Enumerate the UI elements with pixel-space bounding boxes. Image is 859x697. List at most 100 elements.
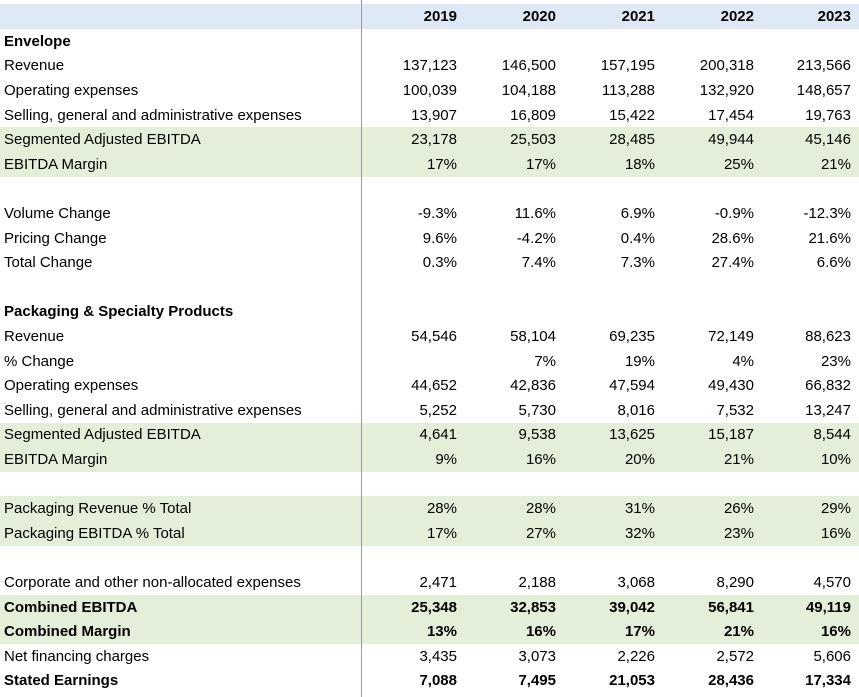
value-cell-2023: 16% [820, 623, 851, 641]
value-cell-2020: -4.2% [516, 229, 556, 247]
year-header-2020: 2020 [522, 7, 556, 25]
value-cell-2023: 10% [820, 450, 851, 468]
value-cell-2021 [565, 177, 655, 202]
value-cell-2019: 137,123 [402, 57, 457, 75]
value-cell-2022: 17,454 [708, 106, 754, 124]
table-row: Net financing charges 3,435 3,073 2,226 2,57… [0, 644, 859, 669]
value-cell-2022 [664, 546, 754, 571]
value-cell-2022 [664, 29, 754, 54]
value-cell-2021: 0.4% [620, 229, 655, 247]
value-cell-2020: 58,104 [510, 327, 556, 345]
value-cell-2023: 29% [820, 500, 851, 518]
value-cell-2019: 13% [426, 623, 457, 641]
value-cell-2023: 49,119 [805, 598, 851, 616]
table-row: Revenue 54,546 58,104 69,235 72,149 88,623 [0, 324, 859, 349]
value-cell-2019 [367, 275, 457, 300]
row-label: Packaging & Specialty Products [4, 303, 234, 321]
value-cell-2019: 9% [435, 450, 457, 468]
value-cell-2023: -12.3% [803, 204, 851, 222]
value-cell-2022 [664, 177, 754, 202]
value-cell-2021: 69,235 [609, 327, 655, 345]
value-cell-2022: 56,841 [708, 598, 754, 616]
value-cell-2022: 8,290 [716, 573, 754, 591]
row-label: Revenue [4, 327, 65, 345]
spacer-row [0, 275, 859, 300]
row-label: Total Change [4, 254, 93, 272]
value-cell-2020: 16,809 [510, 106, 556, 124]
value-cell-2020: 32,853 [510, 598, 556, 616]
value-cell-2021 [565, 546, 655, 571]
value-cell-2022: 21% [723, 623, 754, 641]
value-cell-2020: 25,503 [510, 131, 556, 149]
value-cell-2023: 19,763 [805, 106, 851, 124]
row-label: Stated Earnings [4, 672, 119, 690]
year-header-2022: 2022 [720, 7, 754, 25]
year-header-2021: 2021 [621, 7, 655, 25]
value-cell-2019: 54,546 [411, 327, 457, 345]
value-cell-2022: 21% [723, 450, 754, 468]
value-cell-2020: 27% [525, 524, 556, 542]
value-cell-2022: 4% [732, 352, 754, 370]
value-cell-2019 [367, 29, 457, 54]
table-row: Selling, general and administrative expe… [0, 103, 859, 128]
value-cell-2019: -9.3% [417, 204, 457, 222]
value-cell-2019 [367, 300, 457, 325]
value-cell-2019: 2,471 [419, 573, 457, 591]
row-label: Revenue [4, 57, 65, 75]
value-cell-2023: 4,570 [813, 573, 851, 591]
table-row: Segmented Adjusted EBITDA 4,641 9,538 13,62… [0, 422, 859, 448]
value-cell-2023 [761, 546, 851, 571]
value-cell-2020: 42,836 [510, 377, 556, 395]
table-row: Combined EBITDA 25,348 32,853 39,042 56,841 4… [0, 594, 859, 620]
value-cell-2019: 100,039 [402, 81, 457, 99]
value-cell-2022: 28,436 [708, 672, 754, 690]
value-cell-2023 [761, 472, 851, 497]
value-cell-2020 [466, 275, 556, 300]
row-label: EBITDA Margin [4, 155, 108, 173]
value-cell-2020: 3,073 [518, 647, 556, 665]
value-cell-2022: 7,532 [716, 401, 754, 419]
value-cell-2019: 17% [426, 524, 457, 542]
table-row: Stated Earnings 7,088 7,495 21,053 28,436 17,… [0, 669, 859, 694]
value-cell-2023: 45,146 [805, 131, 851, 149]
table-row: Total Change 0.3% 7.4% 7.3% 27.4% 6.6% [0, 250, 859, 275]
value-cell-2020: 7% [534, 352, 556, 370]
value-cell-2022 [664, 472, 754, 497]
value-cell-2023: 23% [820, 352, 851, 370]
table-row: Envelope [0, 29, 859, 54]
value-cell-2019 [367, 349, 457, 374]
value-cell-2022: 25% [723, 155, 754, 173]
value-cell-2020: 104,188 [501, 81, 556, 99]
value-cell-2019: 4,641 [419, 426, 457, 444]
value-cell-2019 [367, 177, 457, 202]
value-cell-2020: 28% [525, 500, 556, 518]
value-cell-2022: -0.9% [714, 204, 754, 222]
value-cell-2020: 16% [525, 623, 556, 641]
value-cell-2021 [565, 29, 655, 54]
table-row: % Change 7% 19% 4% 23% [0, 349, 859, 374]
table-row: Packaging EBITDA % Total 17% 27% 32% 23% 16% [0, 521, 859, 546]
value-cell-2019: 3,435 [419, 647, 457, 665]
row-label: Segmented Adjusted EBITDA [4, 426, 201, 444]
value-cell-2021: 15,422 [609, 106, 655, 124]
table-row: Revenue 137,123 146,500 157,195 200,318 213,5… [0, 54, 859, 79]
row-label: Selling, general and administrative expe… [4, 106, 302, 124]
value-cell-2020 [466, 300, 556, 325]
value-cell-2021: 17% [624, 623, 655, 641]
value-cell-2019: 17% [426, 155, 457, 173]
value-cell-2021 [565, 275, 655, 300]
value-cell-2023: 13,247 [805, 401, 851, 419]
table-row: Pricing Change 9.6% -4.2% 0.4% 28.6% 21.6% [0, 226, 859, 251]
value-cell-2021: 113,288 [601, 81, 655, 99]
table-row: Operating expenses 44,652 42,836 47,594 49,4… [0, 373, 859, 398]
value-cell-2023: 148,657 [796, 81, 851, 99]
year-header-2023: 2023 [817, 7, 851, 25]
year-header-row: 2019 2020 2021 2022 2023 [0, 4, 859, 29]
value-cell-2021: 7.3% [620, 254, 655, 272]
value-cell-2021: 6.9% [620, 204, 655, 222]
value-cell-2023: 213,566 [796, 57, 851, 75]
value-cell-2020 [466, 29, 556, 54]
value-cell-2019: 25,348 [411, 598, 457, 616]
value-cell-2019 [367, 472, 457, 497]
